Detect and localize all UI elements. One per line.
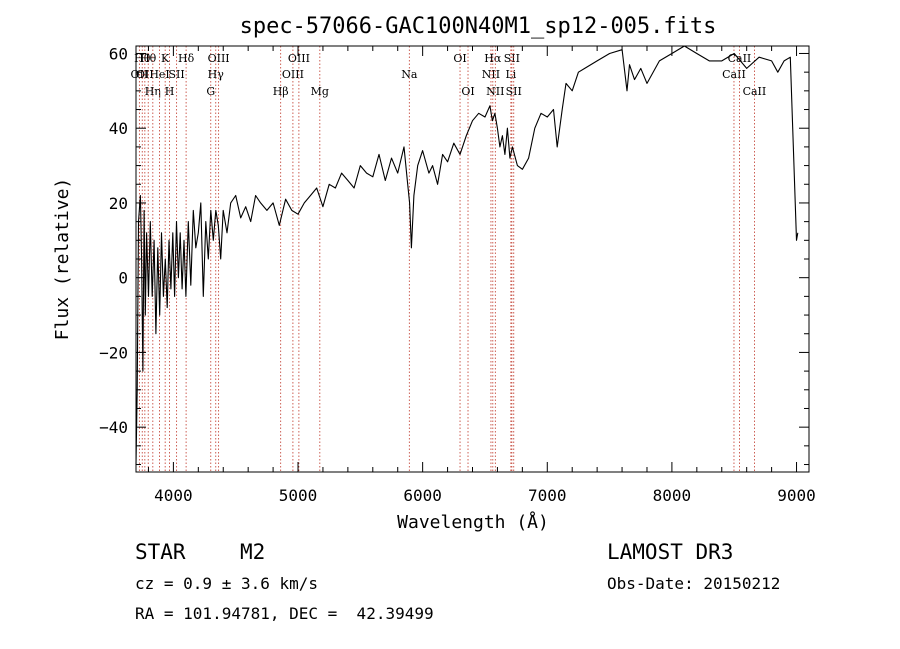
spectral-line-label: NII <box>486 85 504 98</box>
object-class: STAR <box>135 540 186 564</box>
spectral-line-label: Hδ <box>178 52 195 65</box>
spectral-line-label: Hθ <box>140 52 157 65</box>
x-tick-label: 9000 <box>777 486 816 505</box>
spectral-line-label: OI <box>453 52 466 65</box>
x-tick-label: 4000 <box>154 486 193 505</box>
spectral-line-label: NII <box>482 68 500 81</box>
spectral-line-label: Hθ <box>134 52 151 65</box>
spectral-line-label: Hγ <box>208 68 225 81</box>
y-tick-label: 20 <box>109 194 128 213</box>
spectral-line-label: Mg <box>311 85 329 98</box>
x-tick-label: 5000 <box>279 486 318 505</box>
spectral-line-label: SII <box>169 68 185 81</box>
spectral-line-label: SII <box>506 85 522 98</box>
spectral-line-label: Na <box>401 68 418 81</box>
chart-title: spec-57066-GAC100N40M1_sp12-005.fits <box>240 14 717 39</box>
y-tick-label: 40 <box>109 119 128 138</box>
spectrum-series <box>135 45 799 465</box>
spectral-line-label: Hη <box>145 85 161 98</box>
spectrum-line <box>135 45 799 465</box>
spectral-line-label: OIII <box>282 68 304 81</box>
y-tick-label: 60 <box>109 44 128 63</box>
spectral-line-markers: OII Hθ OII Hθ Hη HeI K H SII Hδ G Hγ OIII Hβ OIII OIII M… <box>131 46 767 472</box>
redshift-cz: cz = 0.9 ± 3.6 km/s <box>135 574 319 593</box>
spectral-line-label: CaII <box>728 52 752 65</box>
spectral-line-label: Hβ <box>273 85 289 98</box>
spectral-line-label: OII <box>131 68 149 81</box>
spectral-line-label: H <box>165 85 175 98</box>
spectral-line-label: OII <box>136 68 154 81</box>
y-axis-label: Flux (relative) <box>52 178 73 341</box>
spectral-line-label: HeI <box>149 68 169 81</box>
spectral-line-label: OIII <box>208 52 230 65</box>
y-tick-label: 0 <box>118 269 128 288</box>
x-tick-label: 6000 <box>403 486 442 505</box>
axis-ticks: 4000 5000 6000 7000 8000 9000 −40 −20 0 20 40 60 <box>99 44 816 505</box>
x-tick-label: 8000 <box>653 486 692 505</box>
survey-name: LAMOST DR3 <box>607 540 734 564</box>
y-tick-label: −40 <box>99 418 128 437</box>
spectral-line-label: OI <box>461 85 474 98</box>
y-tick-label: −20 <box>99 343 128 362</box>
coordinates: RA = 101.94781, DEC = 42.39499 <box>135 604 434 623</box>
x-axis-label: Wavelength (Å) <box>397 511 549 533</box>
spectral-line-label: Li <box>505 68 516 81</box>
spectral-line-label: K <box>161 52 170 65</box>
plot-frame <box>135 45 810 473</box>
spectral-line-label: OIII <box>288 52 310 65</box>
spectral-line-label: SII <box>504 52 520 65</box>
spectral-line-label: G <box>206 85 215 98</box>
spectral-line-label: CaII <box>743 85 767 98</box>
spectral-line-label: Hα <box>484 52 502 65</box>
observation-date: Obs-Date: 20150212 <box>607 574 781 593</box>
x-tick-label: 7000 <box>528 486 567 505</box>
object-subclass: M2 <box>240 540 266 564</box>
spectral-line-label: CaII <box>722 68 746 81</box>
